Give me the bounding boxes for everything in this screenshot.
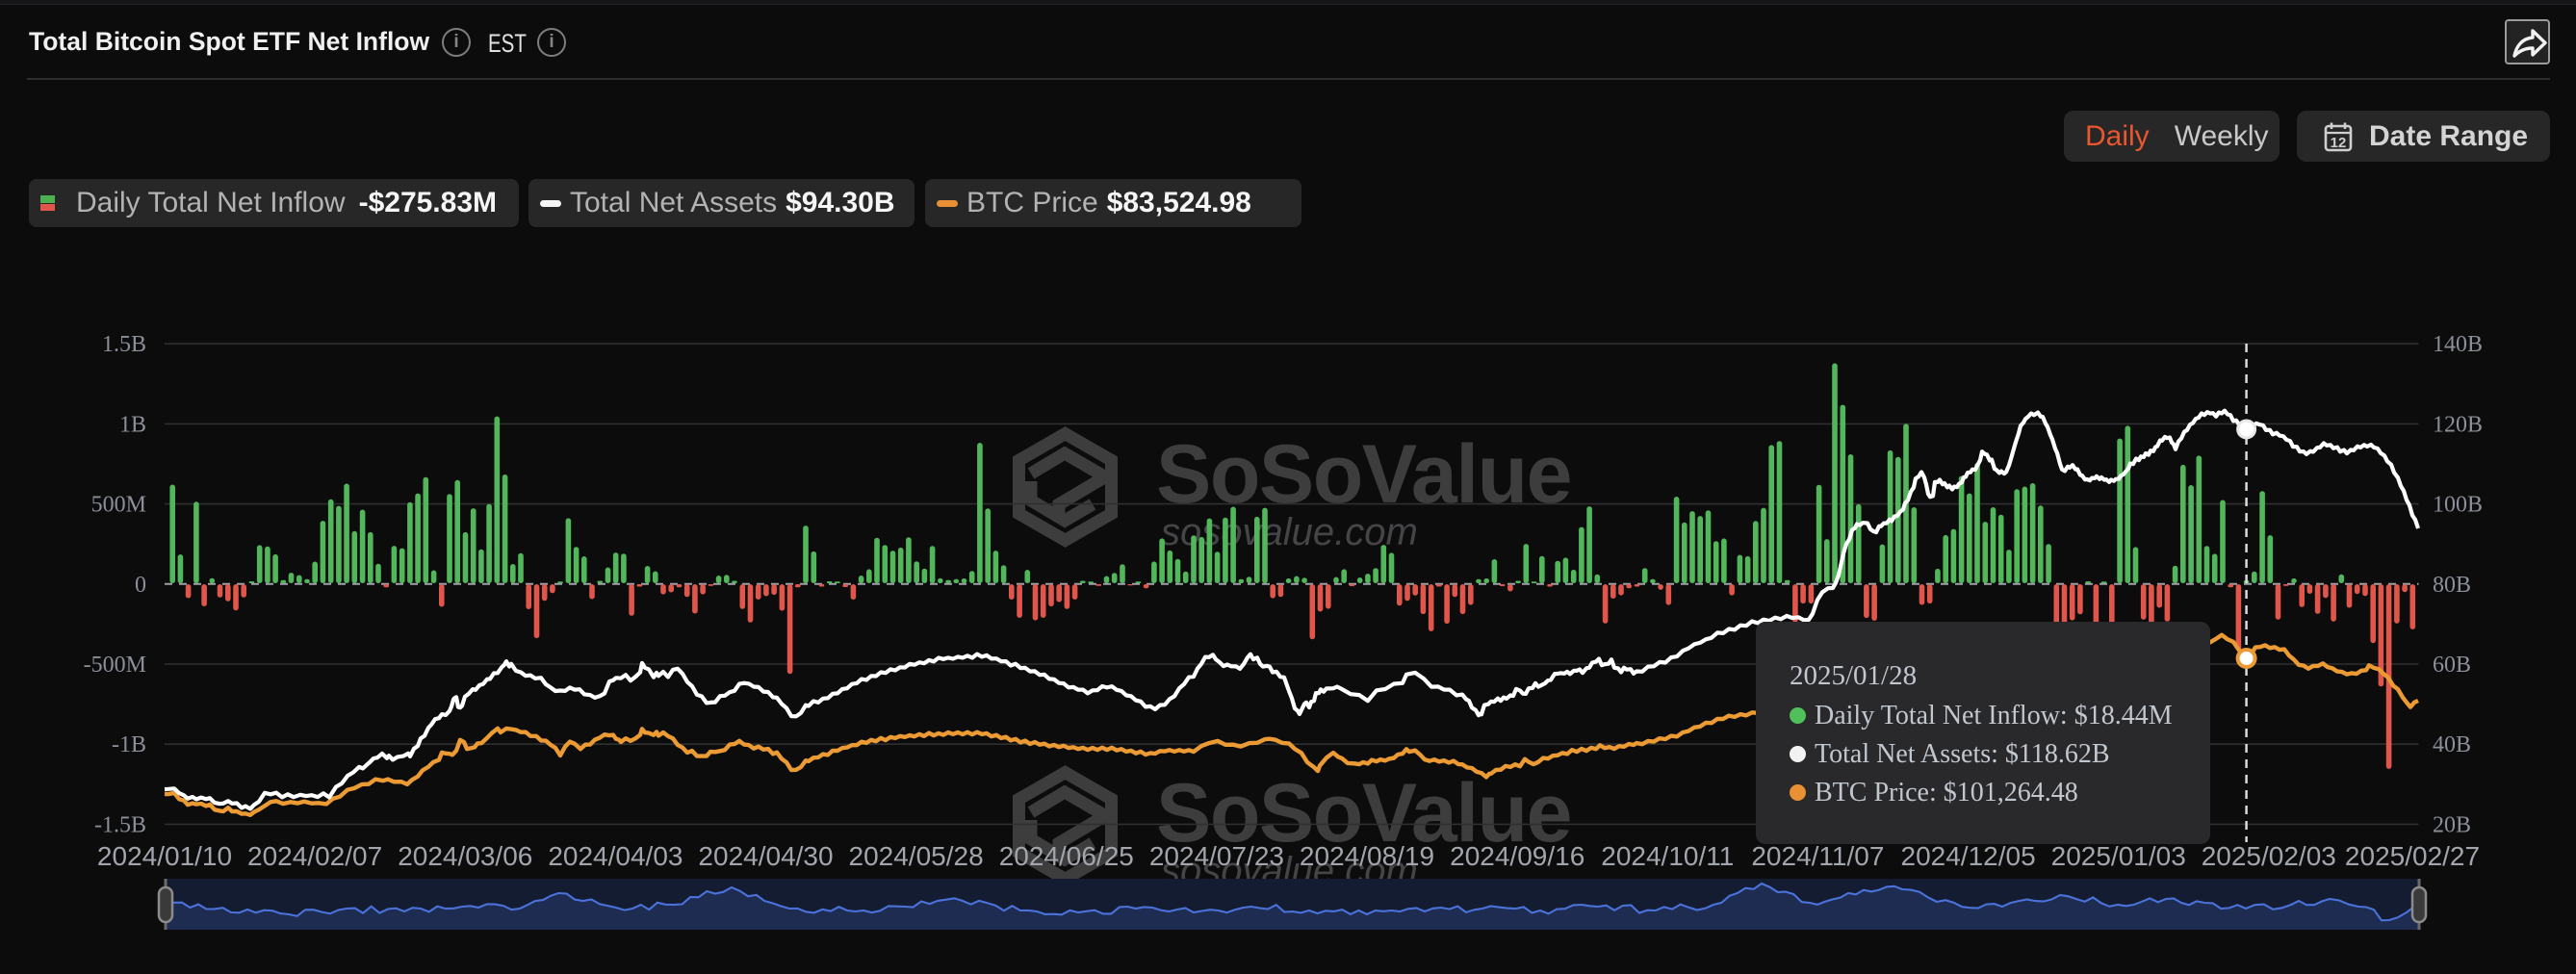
svg-text:2024/09/16: 2024/09/16 [1450,841,1584,871]
svg-text:1.5B: 1.5B [102,332,146,357]
svg-text:2024/04/30: 2024/04/30 [698,841,833,871]
svg-text:12: 12 [2331,135,2347,151]
svg-text:100B: 100B [2433,493,2483,518]
svg-text:500M: 500M [91,493,146,518]
svg-text:2025/01/03: 2025/01/03 [2051,841,2186,871]
svg-text:140B: 140B [2433,332,2483,357]
svg-text:-1.5B: -1.5B [94,812,146,837]
svg-text:2024/07/23: 2024/07/23 [1149,841,1284,871]
svg-text:2024/11/07: 2024/11/07 [1751,841,1884,871]
svg-text:2024/12/05: 2024/12/05 [1901,841,2036,871]
svg-text:60B: 60B [2433,653,2471,678]
svg-text:20B: 20B [2433,812,2471,837]
svg-text:2024/03/06: 2024/03/06 [398,841,532,871]
svg-text:2024/08/19: 2024/08/19 [1300,841,1434,871]
svg-text:-500M: -500M [84,653,146,678]
svg-text:80B: 80B [2433,573,2471,598]
svg-text:2024/02/07: 2024/02/07 [247,841,382,871]
svg-text:2025/02/03: 2025/02/03 [2202,841,2336,871]
svg-text:SoSoValue: SoSoValue [1156,767,1571,859]
svg-text:-1B: -1B [112,732,146,757]
svg-text:40B: 40B [2433,732,2471,757]
svg-text:1B: 1B [119,412,146,437]
svg-text:2024/10/11: 2024/10/11 [1601,841,1734,871]
svg-text:SoSoValue: SoSoValue [1156,428,1571,521]
svg-text:2024/05/28: 2024/05/28 [849,841,984,871]
svg-text:2024/04/03: 2024/04/03 [548,841,683,871]
svg-text:2025/02/27: 2025/02/27 [2345,841,2480,871]
svg-text:120B: 120B [2433,412,2483,437]
svg-text:2024/06/25: 2024/06/25 [999,841,1134,871]
svg-text:2024/01/10: 2024/01/10 [97,841,232,871]
svg-text:0: 0 [135,573,146,598]
